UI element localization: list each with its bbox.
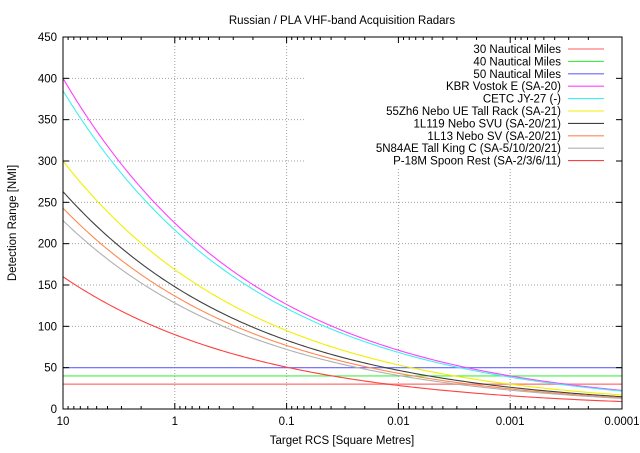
- plot-frame: [62, 36, 623, 410]
- y-tick-label: 400: [38, 73, 57, 85]
- y-tick-label: 100: [38, 321, 57, 333]
- legend-label: 55Zh6 Nebo UE Tall Rack (SA-21): [386, 106, 561, 118]
- series-line: [62, 276, 623, 403]
- series-line: [62, 78, 623, 391]
- y-tick-label: 350: [38, 115, 57, 127]
- x-tick-label: 10: [57, 416, 70, 428]
- legend-label: 50 Nautical Miles: [473, 69, 561, 81]
- axes: 0 50 100 150 200 250 300 350 400 450 10 1 0.1 0.01 0.0…: [38, 32, 640, 428]
- legend-background: [306, 38, 621, 168]
- x-tick-label: 0.1: [279, 416, 295, 428]
- legend-label: 5N84AE Tall King C (SA-5/10/20/21): [376, 143, 561, 155]
- series-line: [62, 160, 623, 396]
- legend-label: 1L13 Nebo SV (SA-20/21): [427, 131, 561, 143]
- x-axis-label: Target RCS [Square Metres]: [270, 435, 414, 447]
- x-tick-label: 1: [172, 416, 178, 428]
- legend-label: CETC JY-27 (-): [483, 94, 561, 106]
- series-line: [62, 220, 623, 399]
- legend-label: 30 Nautical Miles: [473, 44, 561, 56]
- legend-label: KBR Vostok E (SA-20): [446, 81, 561, 93]
- legend-label: P-18M Spoon Rest (SA-2/3/6/11): [393, 156, 561, 168]
- y-tick-label: 50: [44, 363, 57, 375]
- legend-label: 40 Nautical Miles: [473, 56, 561, 68]
- y-tick-label: 450: [38, 32, 57, 44]
- y-tick-label: 150: [38, 280, 57, 292]
- series-line: [62, 207, 623, 399]
- y-tick-label: 200: [38, 239, 57, 251]
- legend-label: 1L119 Nebo SVU (SA-20/21): [414, 118, 562, 130]
- series-group: [62, 78, 623, 403]
- y-tick-label: 300: [38, 156, 57, 168]
- x-tick-label: 0.0001: [604, 416, 639, 428]
- series-line: [62, 191, 623, 398]
- y-tick-label: 250: [38, 197, 57, 209]
- x-tick-label: 0.001: [496, 416, 525, 428]
- y-tick-label: 0: [51, 404, 57, 416]
- chart-title: Russian / PLA VHF-band Acquisition Radar…: [229, 15, 456, 27]
- series-line: [62, 90, 623, 392]
- x-tick-label: 0.01: [387, 416, 409, 428]
- y-axis-label: Detection Range [NMI]: [7, 165, 19, 281]
